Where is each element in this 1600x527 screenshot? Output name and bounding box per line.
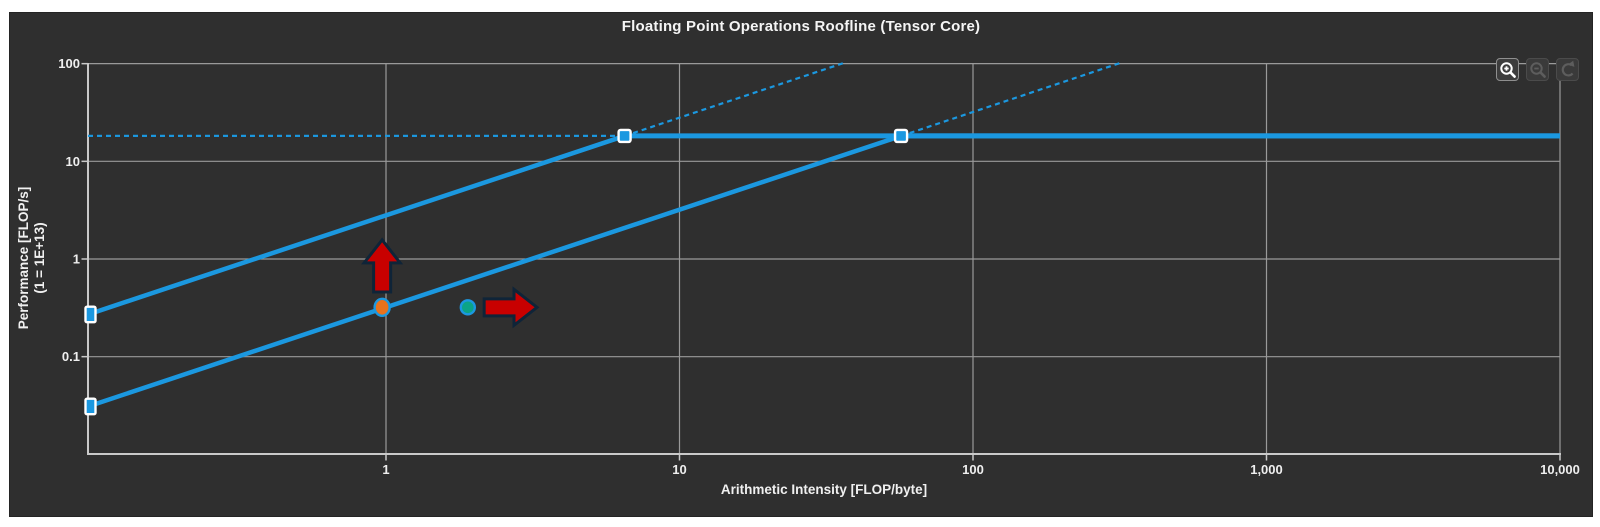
roofline-chart-panel: Floating Point Operations Roofline (Tens…: [9, 12, 1593, 517]
x-axis-title: Arithmetic Intensity [FLOP/byte]: [720, 482, 928, 497]
y-tick-label: 100: [58, 56, 80, 71]
y-axis-title: Performance [FLOP/s] (1 = 1E+13): [16, 138, 50, 378]
x-tick-label: 1: [382, 462, 389, 477]
achieved-value-orange: [373, 297, 391, 318]
zoom-in-button[interactable]: [1496, 58, 1519, 81]
improvement-arrow-up: [361, 237, 404, 294]
chart-title: Floating Point Operations Roofline (Tens…: [621, 18, 981, 35]
chart-toolbar: [1496, 58, 1579, 81]
achieved-value-teal: [459, 299, 477, 316]
zoom-out-button[interactable]: [1526, 58, 1549, 81]
roofline-dashed-bandwidth-extension: [900, 61, 1121, 137]
magnifier-minus-icon: [1530, 62, 1546, 78]
roofline-ridge-marker: [893, 128, 909, 144]
roofline-dashed-bandwidth-extension: [624, 61, 845, 137]
x-tick-label: 1,000: [1250, 462, 1283, 477]
reset-zoom-button[interactable]: [1556, 58, 1579, 81]
improvement-arrow-right: [482, 286, 540, 329]
y-tick-label: 10: [66, 154, 80, 169]
y-axis-title-line1: Performance [FLOP/s]: [16, 186, 31, 330]
roofline-chart-plot: 1 10 100 1,000 10,000 0.1 1 10 100: [58, 56, 1580, 477]
y-tick-label: 1: [73, 252, 80, 267]
roofline-lines: [87, 61, 1560, 409]
roofline-edge-marker: [84, 305, 97, 324]
undo-rotate-icon: [1561, 60, 1575, 77]
roofline-ridge-marker: [617, 128, 632, 144]
x-tick-label: 100: [962, 462, 984, 477]
y-tick-label: 0.1: [62, 349, 80, 364]
roofline-bandwidth-segment: [87, 133, 902, 409]
magnifier-plus-icon: [1500, 62, 1516, 78]
x-tick-label: 10: [672, 462, 686, 477]
roofline-bandwidth-segment: [87, 133, 626, 317]
y-axis-title-line2: (1 = 1E+13): [32, 222, 47, 294]
x-tick-label: 10,000: [1540, 462, 1580, 477]
roofline-edge-marker: [84, 397, 97, 416]
